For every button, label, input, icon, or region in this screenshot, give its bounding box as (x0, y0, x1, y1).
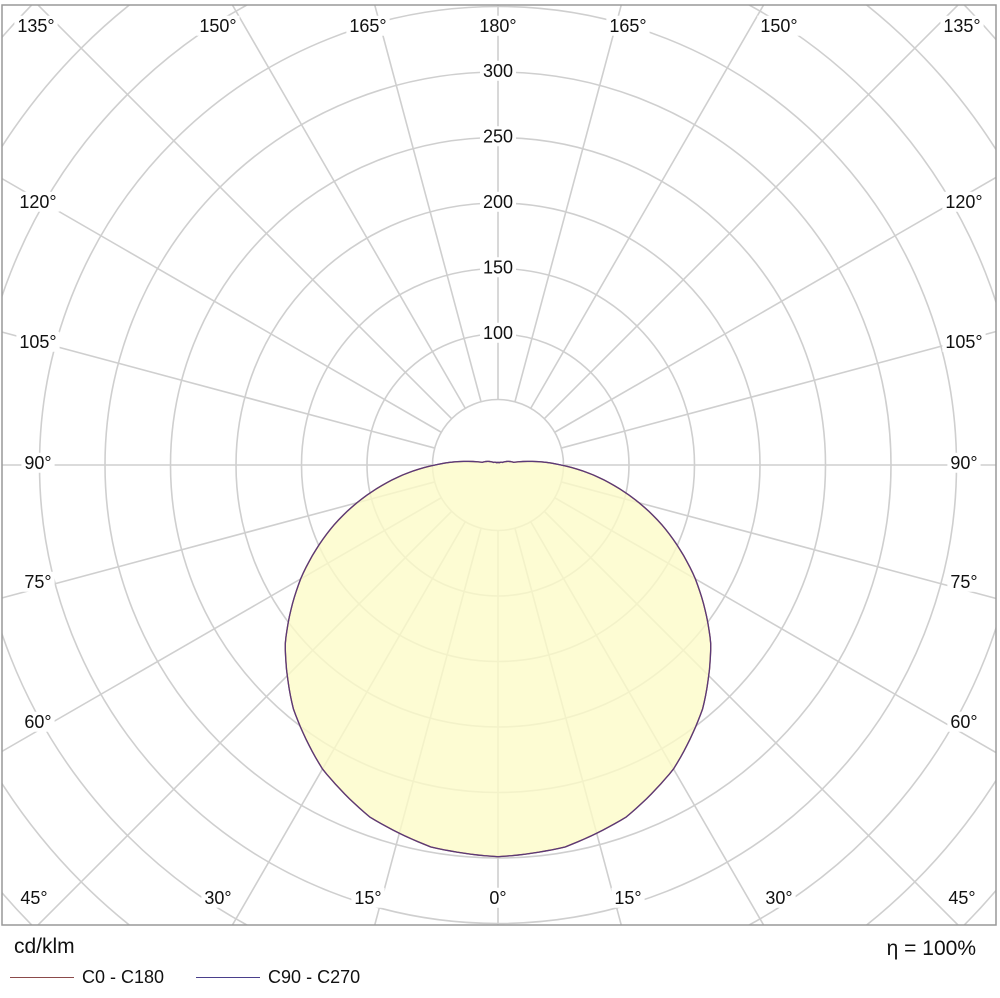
radial-label: 300 (479, 60, 517, 81)
curve-c90-c270 (284, 460, 712, 858)
svg-text:300: 300 (483, 61, 513, 81)
legend-line-c90-c270 (196, 977, 261, 978)
legend-item-c90-c270: C90 - C270 (196, 967, 360, 988)
svg-text:60°: 60° (950, 712, 977, 732)
angle-label-right: 75° (947, 571, 981, 592)
intensity-curve (284, 460, 712, 858)
svg-text:120°: 120° (945, 192, 982, 212)
angle-label-bottom: 0° (486, 887, 510, 908)
svg-text:15°: 15° (354, 888, 381, 908)
grid-spoke (543, 5, 960, 420)
svg-text:105°: 105° (945, 332, 982, 352)
angle-label-top: 135° (14, 15, 58, 36)
grid-spoke (2, 331, 435, 449)
svg-text:90°: 90° (24, 453, 51, 473)
svg-text:60°: 60° (24, 712, 51, 732)
svg-text:150°: 150° (199, 16, 236, 36)
grid-spoke (231, 5, 466, 409)
svg-text:45°: 45° (948, 888, 975, 908)
grid-spoke (36, 5, 453, 420)
angle-label-bottom: 15° (351, 887, 385, 908)
radial-label: 250 (479, 126, 517, 147)
angle-label-bottom: 15° (611, 887, 645, 908)
intensity-fill (285, 461, 711, 857)
angle-label-left: 105° (16, 331, 60, 352)
angle-label-left: 120° (16, 191, 60, 212)
axis-labels: 135° 150° 165° 180° 165° 150° 135° 45° 30° 15° 0° 1… (14, 15, 986, 908)
grid-spoke (554, 176, 996, 433)
svg-text:75°: 75° (950, 572, 977, 592)
svg-text:150: 150 (483, 257, 513, 277)
grid-spoke (530, 5, 765, 409)
angle-label-left: 90° (21, 452, 55, 473)
angle-label-right: 60° (947, 711, 981, 732)
svg-text:30°: 30° (204, 888, 231, 908)
efficiency-label: η = 100% (886, 937, 976, 960)
grid-spoke (2, 177, 442, 433)
grid-spoke (373, 5, 482, 402)
angle-label-top: 165° (606, 15, 650, 36)
svg-text:135°: 135° (17, 16, 54, 36)
grid-spoke (554, 497, 996, 754)
unit-label: cd/klm (14, 935, 75, 958)
angle-label-top: 165° (346, 15, 390, 36)
grid-spoke (2, 481, 435, 599)
grid-spoke (561, 481, 996, 600)
grid-spoke (514, 5, 623, 402)
angle-label-top: 150° (196, 15, 240, 36)
angle-label-bottom: 45° (945, 887, 979, 908)
svg-text:120°: 120° (19, 192, 56, 212)
grid-spoke (561, 330, 996, 449)
svg-text:135°: 135° (943, 16, 980, 36)
angle-label-top: 180° (476, 15, 520, 36)
svg-text:250: 250 (483, 126, 513, 146)
svg-text:105°: 105° (19, 332, 56, 352)
angle-label-right: 120° (942, 191, 986, 212)
svg-text:45°: 45° (20, 888, 47, 908)
radial-label: 100 (479, 322, 517, 343)
angle-label-top: 135° (940, 15, 984, 36)
legend-item-c0-c180: C0 - C180 (10, 967, 164, 988)
angle-label-top: 150° (757, 15, 801, 36)
legend-label: C90 - C270 (268, 967, 361, 987)
legend-line-c0-c180 (10, 977, 74, 978)
svg-text:165°: 165° (349, 16, 386, 36)
svg-text:90°: 90° (950, 453, 977, 473)
angle-label-right: 105° (942, 331, 986, 352)
legend-label: C0 - C180 (82, 967, 165, 987)
svg-text:75°: 75° (24, 572, 51, 592)
svg-text:30°: 30° (765, 888, 792, 908)
grid-spoke (2, 497, 442, 753)
svg-text:100: 100 (483, 323, 513, 343)
radial-label: 150 (479, 257, 517, 278)
angle-label-bottom: 45° (17, 887, 51, 908)
svg-text:0°: 0° (489, 888, 506, 908)
svg-text:15°: 15° (614, 888, 641, 908)
angle-label-left: 60° (21, 711, 55, 732)
svg-text:165°: 165° (609, 16, 646, 36)
svg-text:200: 200 (483, 192, 513, 212)
angle-label-bottom: 30° (201, 887, 235, 908)
radial-label: 200 (479, 191, 517, 212)
angle-label-left: 75° (21, 571, 55, 592)
angle-label-bottom: 30° (762, 887, 796, 908)
svg-text:150°: 150° (760, 16, 797, 36)
plot-frame (1, 4, 997, 926)
angle-label-right: 90° (947, 452, 981, 473)
legend: C0 - C180 C90 - C270 (10, 967, 392, 988)
svg-text:180°: 180° (479, 16, 516, 36)
